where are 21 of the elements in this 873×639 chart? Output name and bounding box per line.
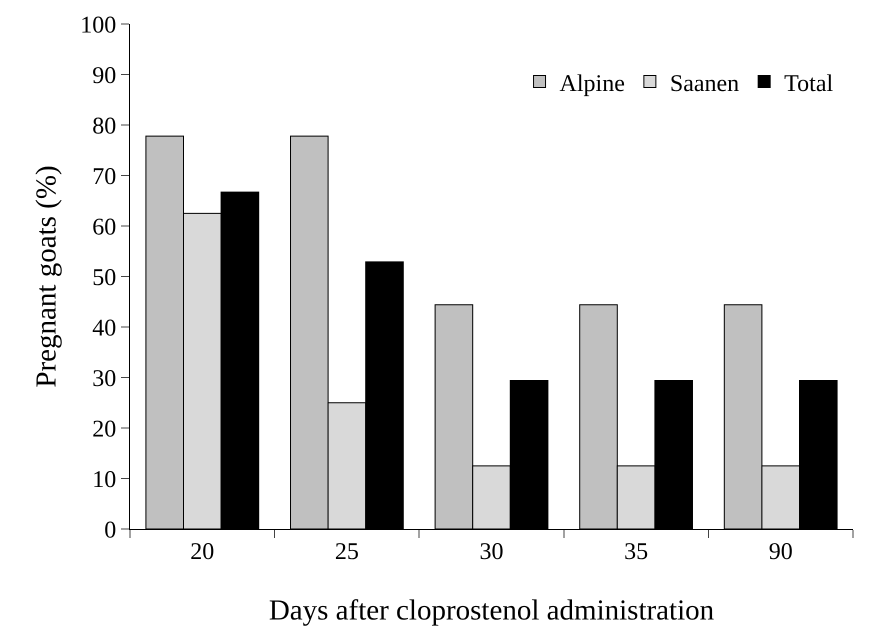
x-tick-label: 25 bbox=[334, 538, 359, 565]
x-axis-title: Days after cloprostenol administration bbox=[268, 594, 715, 627]
y-tick-label: 60 bbox=[92, 214, 116, 240]
x-tick-label: 20 bbox=[190, 538, 214, 565]
y-tick-label: 90 bbox=[92, 62, 116, 89]
y-tick-label: 30 bbox=[92, 366, 116, 392]
x-tick-label: 30 bbox=[480, 538, 504, 565]
y-tick-label: 20 bbox=[92, 416, 116, 442]
y-tick-label: 100 bbox=[80, 12, 116, 38]
y-axis-title: Pregnant goats (%) bbox=[30, 165, 63, 388]
y-tick-label: 10 bbox=[92, 466, 116, 493]
legend-label: Total bbox=[784, 70, 834, 97]
x-tick-label: 35 bbox=[624, 538, 648, 565]
x-tick-label: 90 bbox=[768, 538, 793, 565]
y-tick-label: 40 bbox=[92, 315, 116, 342]
legend-label: Alpine bbox=[560, 70, 625, 97]
y-tick-label: 70 bbox=[92, 164, 116, 190]
y-tick-label: 50 bbox=[92, 264, 116, 291]
y-tick-label: 80 bbox=[92, 113, 116, 140]
y-tick-label: 0 bbox=[104, 517, 116, 544]
legend-label: Saanen bbox=[670, 70, 740, 97]
